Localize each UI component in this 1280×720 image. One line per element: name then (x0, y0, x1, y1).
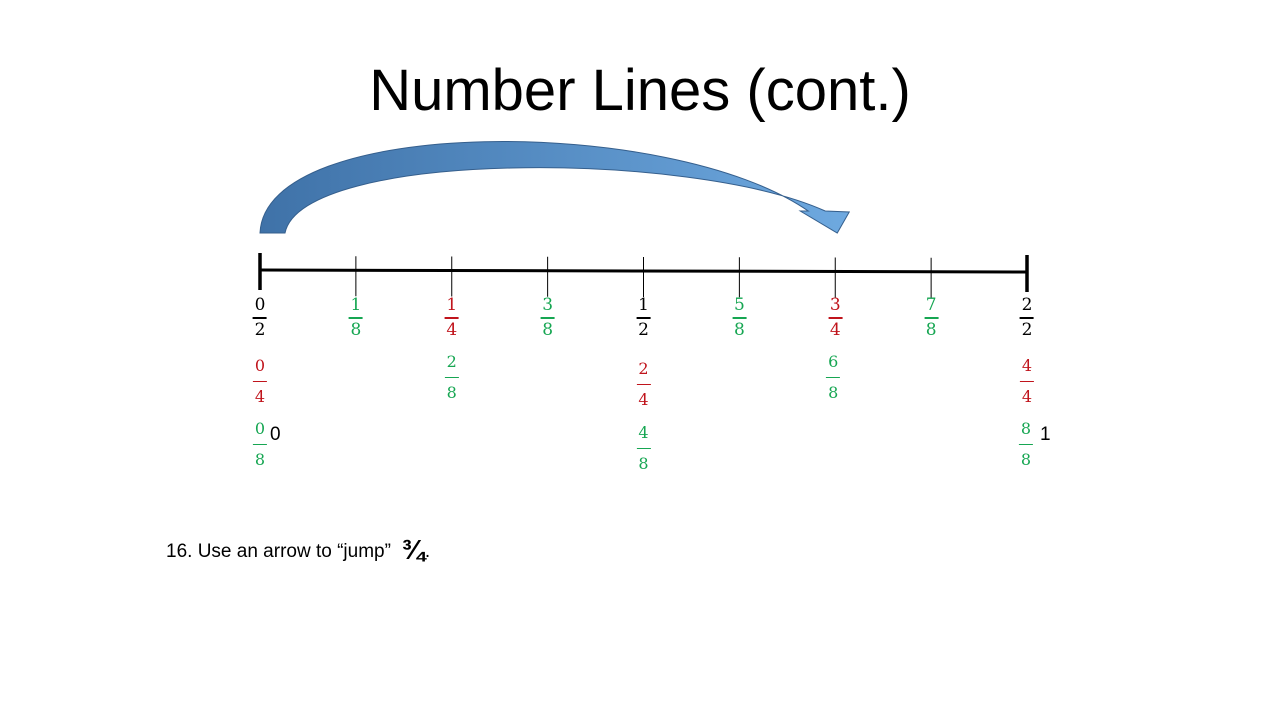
fraction-bar (540, 317, 555, 319)
fraction-numerator: 1 (638, 295, 649, 315)
fraction-numerator: 6 (828, 352, 839, 371)
fraction-denominator: 2 (254, 320, 266, 340)
fraction-numerator: 0 (254, 419, 266, 438)
fraction-denominator: 4 (446, 320, 458, 340)
fraction-numerator: 1 (446, 295, 458, 315)
fraction-denominator: 8 (1020, 450, 1032, 469)
question-16: 16. Use an arrow to “jump” ¾. (166, 536, 430, 564)
fraction-denominator: 8 (446, 383, 457, 402)
end-label-one: 1 (1040, 424, 1051, 445)
fraction-bar (924, 317, 939, 319)
fraction-numerator: 8 (1020, 419, 1032, 438)
fraction-numerator: 0 (254, 356, 266, 375)
fraction-denominator: 8 (350, 320, 362, 340)
fraction-bar (1020, 381, 1034, 382)
page-title: Number Lines (cont.) (369, 58, 911, 123)
fraction-bar (253, 381, 267, 382)
fraction-bar (828, 317, 843, 319)
fraction-denominator: 4 (254, 387, 266, 406)
fraction-numerator: 3 (542, 295, 554, 315)
fraction-numerator: 2 (638, 359, 649, 378)
fraction-denominator: 8 (638, 454, 649, 473)
question-fraction: ¾ (401, 534, 425, 565)
fraction-bar (1019, 317, 1034, 319)
fraction-numerator: 2 (1021, 295, 1033, 315)
fraction-numerator: 2 (446, 352, 457, 371)
fraction-bar (636, 317, 651, 319)
fraction-bar (826, 377, 841, 378)
fraction-bar (348, 317, 363, 319)
fraction-bar (444, 317, 459, 319)
fraction-bar (636, 384, 651, 385)
fraction-denominator: 8 (254, 450, 266, 469)
fraction-numerator: 1 (350, 295, 362, 315)
fraction-denominator: 4 (829, 320, 841, 340)
fraction-bar (253, 444, 267, 445)
fraction-bar (252, 317, 267, 319)
tick-marks (258, 253, 1029, 298)
fraction-bar (444, 377, 459, 378)
fraction-denominator: 4 (1021, 387, 1033, 406)
fraction-denominator: 8 (733, 320, 745, 340)
fraction-denominator: 2 (638, 320, 649, 340)
jump-arrow (259, 141, 851, 234)
fraction-denominator: 8 (925, 320, 937, 340)
question-end: . (424, 541, 431, 562)
fraction-numerator: 4 (638, 423, 649, 442)
fraction-numerator: 3 (829, 295, 841, 315)
start-label-zero: 0 (270, 424, 281, 445)
fraction-bar (636, 448, 651, 449)
fraction-numerator: 4 (1021, 356, 1033, 375)
fraction-denominator: 8 (828, 383, 839, 402)
fraction-numerator: 5 (733, 295, 745, 315)
fraction-denominator: 8 (542, 320, 554, 340)
fraction-bar (1019, 444, 1033, 445)
fraction-bar (732, 317, 747, 319)
fraction-numerator: 0 (254, 295, 266, 315)
fraction-numerator: 7 (925, 295, 937, 315)
question-text: 16. Use an arrow to “jump” (166, 541, 402, 562)
fraction-denominator: 2 (1021, 320, 1033, 340)
fraction-denominator: 4 (638, 390, 649, 409)
